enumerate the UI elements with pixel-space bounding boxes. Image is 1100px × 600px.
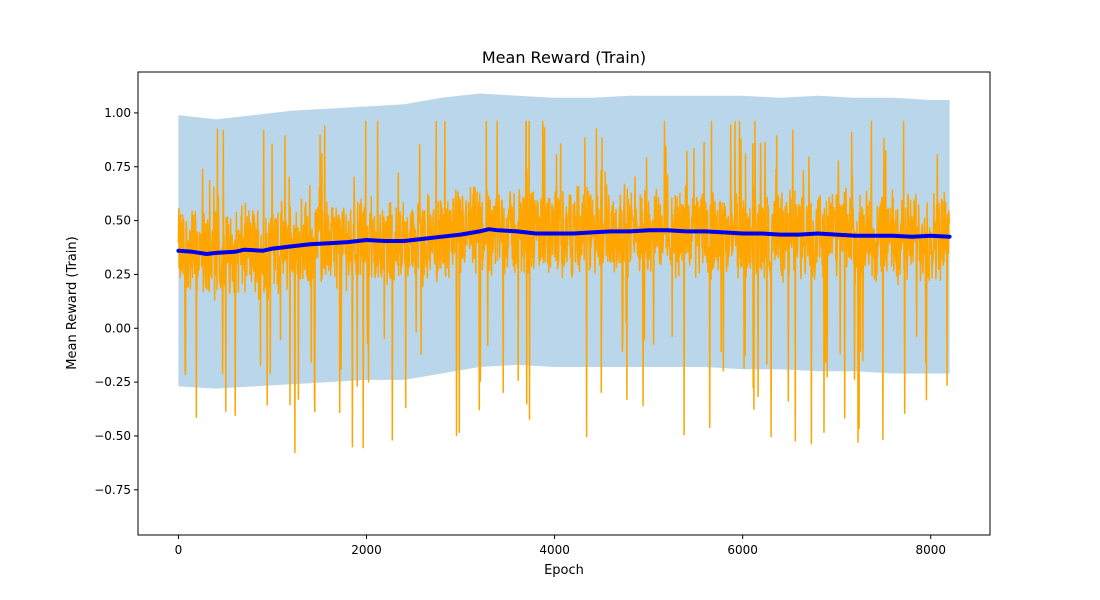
x-tick-label: 2000 [351,543,382,557]
y-tick-label: −0.25 [94,375,131,389]
x-tick-label: 0 [175,543,183,557]
y-axis-title: Mean Reward (Train) [65,236,80,369]
plot-layer [176,93,952,454]
chart-title: Mean Reward (Train) [482,48,646,67]
x-tick-label: 4000 [539,543,570,557]
y-tick-label: 0.50 [104,214,131,228]
x-tick-label: 6000 [727,543,758,557]
plot-frame [137,71,991,536]
y-tick-label: 0.25 [104,267,131,281]
x-tick-label: 8000 [915,543,946,557]
y-tick-label: 1.00 [104,106,131,120]
y-tick-label: 0.00 [104,321,131,335]
y-tick-label: 0.75 [104,160,131,174]
y-tick-label: −0.75 [94,483,131,497]
y-axis-ticks: −0.75 −0.50 −0.25 0.00 0.25 0.50 0.75 1.00 [94,106,138,497]
y-tick-label: −0.50 [94,429,131,443]
x-axis-ticks: 0 2000 4000 6000 8000 [175,535,946,557]
x-axis-title: Epoch [544,563,584,578]
reward-mean-line [176,227,952,256]
